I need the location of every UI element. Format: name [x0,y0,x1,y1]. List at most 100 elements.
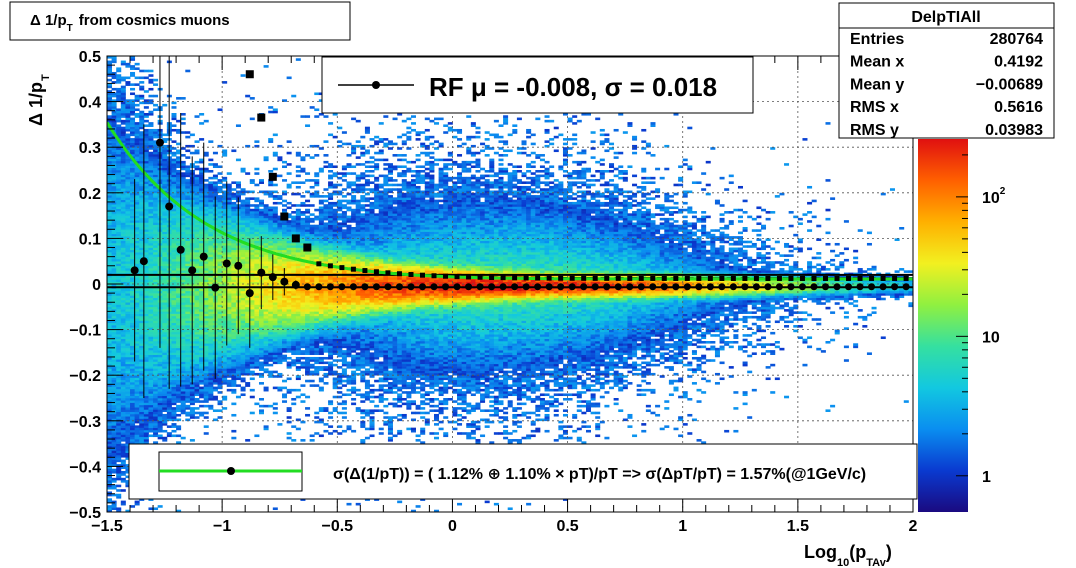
heatmap-cell [130,242,136,246]
heatmap-cell [107,393,113,397]
heatmap-cell [162,277,168,280]
heatmap-cell [125,366,131,369]
heatmap-cell [125,133,131,137]
heatmap-cell [143,420,149,424]
heatmap-cell [171,327,177,330]
heatmap-cell [240,341,246,344]
heatmap-cell [300,400,306,403]
heatmap-cell [194,199,200,203]
heatmap-cell [263,302,269,305]
heatmap-cell [148,407,154,410]
heatmap-cell [240,293,246,296]
heatmap-cell [203,336,209,340]
heatmap-cell [139,204,145,207]
heatmap-cell [203,359,209,362]
heatmap-cell [162,158,168,162]
heatmap-cell [268,231,274,235]
heatmap-cell [263,265,269,269]
heatmap-cell [203,391,209,394]
heatmap-cell [148,350,154,353]
heatmap-cell [125,336,131,340]
heatmap-cell [245,368,251,371]
heatmap-cell [134,170,140,173]
heatmap-cell [176,131,182,134]
heatmap-cell [157,425,163,428]
heatmap-cell [222,149,228,153]
heatmap-cell [217,315,223,319]
heatmap-cell [203,384,209,387]
heatmap-cell [240,368,246,371]
heatmap-cell [157,395,163,399]
heatmap-cell [153,304,159,308]
heatmap-cell [286,247,292,251]
heatmap-cell [171,313,177,317]
heatmap-cell [185,181,191,184]
heatmap-cell [240,345,246,349]
heatmap-cell [180,240,186,244]
heatmap-cell [291,331,297,335]
heatmap-cell [272,224,278,228]
heatmap-cell [134,167,140,171]
heatmap-cell [139,140,145,143]
heatmap-cell [148,343,154,346]
heatmap-cell [263,245,269,248]
heatmap-cell [120,356,126,360]
heatmap-cell [194,231,200,235]
heatmap-cell [208,311,214,314]
heatmap-cell [258,201,264,205]
heatmap-cell [231,240,237,244]
heatmap-cell [226,274,232,278]
heatmap-cell [134,215,140,219]
heatmap-cell [134,122,140,125]
heatmap-cell [185,281,191,285]
heatmap-cell [107,158,113,162]
heatmap-cell [139,284,145,287]
heatmap-cell [263,279,269,283]
heatmap-cell [194,331,200,335]
heatmap-cell [212,185,218,189]
heatmap-cell [199,183,205,187]
heatmap-cell [208,345,214,349]
heatmap-cell [125,318,131,321]
heatmap-cell [116,279,122,283]
heatmap-cell [300,318,306,321]
heatmap-cell [148,199,154,203]
heatmap-cell [222,247,228,251]
heatmap-cell [199,199,205,203]
heatmap-cell [107,99,113,102]
heatmap-cell [120,306,126,310]
heatmap-cell [180,338,186,342]
heatmap-cell [143,416,149,419]
heatmap-cell [231,217,237,221]
heatmap-cell [107,199,113,203]
heatmap-cell [240,306,246,310]
heatmap-cell [249,258,255,262]
heatmap-cell [268,261,274,264]
heatmap-cell [107,354,113,358]
heatmap-cell [162,188,168,191]
heatmap-cell [176,320,182,324]
heatmap-cell [208,270,214,273]
heatmap-cell [185,295,191,298]
heatmap-cell [153,391,159,394]
heatmap-cell [286,311,292,314]
heatmap-cell [203,350,209,353]
heatmap-cell [277,295,283,298]
heatmap-cell [120,110,126,114]
heatmap-cell [249,247,255,251]
heatmap-cell [300,313,306,317]
heatmap-cell [295,208,301,212]
heatmap-cell [199,413,205,417]
heatmap-cell [222,256,228,260]
heatmap-cell [111,420,117,424]
heatmap-cell [254,227,260,230]
heatmap-cell [254,224,260,228]
heatmap-cell [268,338,274,342]
heatmap-cell [120,459,126,463]
heatmap-cell [125,343,131,346]
heatmap-cell [254,229,260,232]
heatmap-cell [286,350,292,353]
heatmap-cell [143,347,149,351]
heatmap-cell [263,304,269,308]
heatmap-cell [300,334,306,337]
